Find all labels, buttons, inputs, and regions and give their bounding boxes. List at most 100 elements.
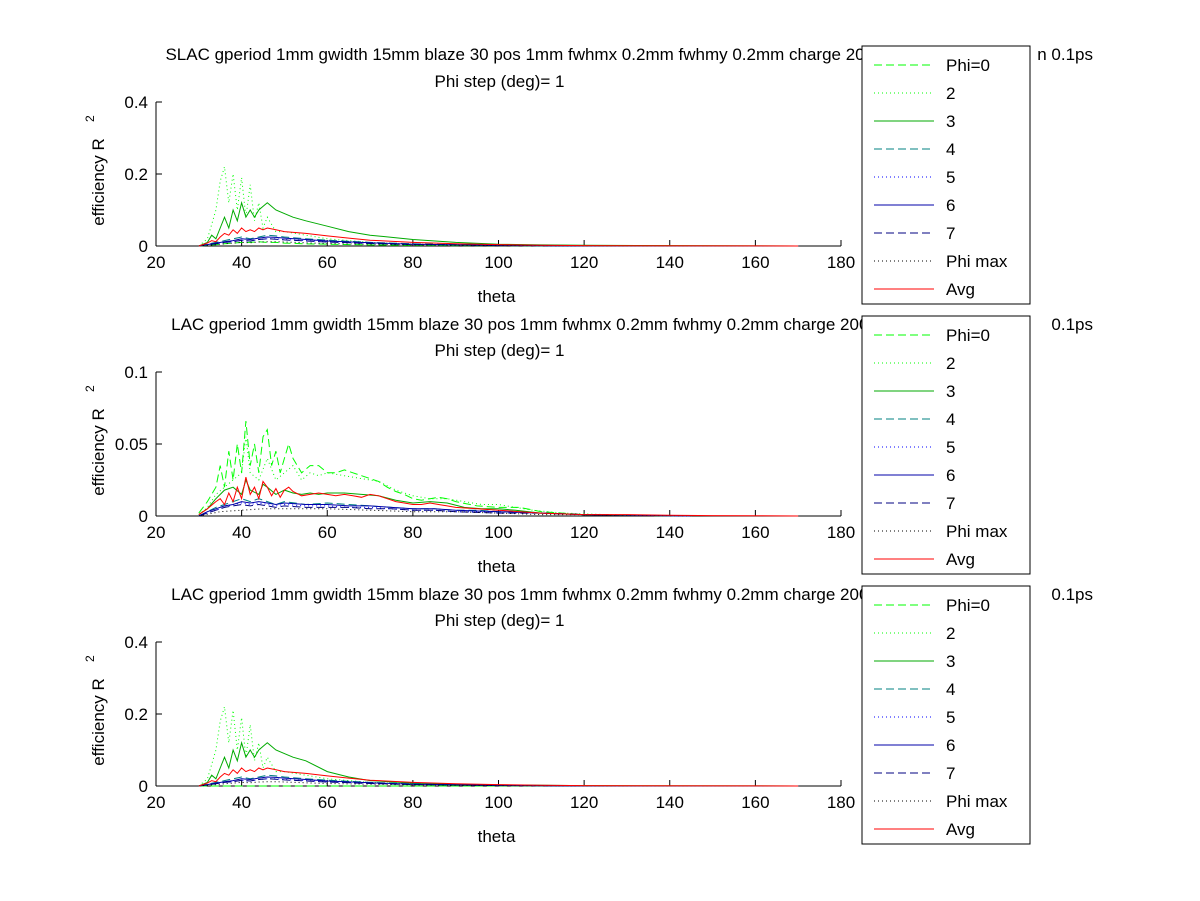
chart-title-suffix: n 0.1ps	[1037, 45, 1093, 64]
series-line-8	[198, 227, 799, 247]
x-tick-label: 160	[741, 793, 769, 812]
chart-title-suffix: 0.1ps	[1051, 585, 1093, 604]
x-tick-label: 180	[827, 793, 855, 812]
legend-entry: Phi=0	[946, 326, 990, 345]
chart-subtitle: Phi step (deg)= 1	[435, 611, 565, 630]
legend-entry: 5	[946, 168, 955, 187]
x-tick-label: 40	[232, 253, 251, 272]
legend-entry: 4	[946, 680, 955, 699]
chart-subtitle: Phi step (deg)= 1	[435, 72, 565, 91]
y-tick-label: 0	[139, 777, 148, 796]
x-tick-label: 180	[827, 523, 855, 542]
legend-entry: 2	[946, 354, 955, 373]
x-tick-label: 80	[403, 253, 422, 272]
y-axis-label-group: efficiency R 2	[83, 115, 108, 226]
chart-title-suffix: 0.1ps	[1051, 315, 1093, 334]
series-line-5	[198, 501, 692, 517]
series-line-8	[198, 767, 799, 787]
legend-entry: 4	[946, 410, 955, 429]
x-tick-label: 100	[484, 253, 512, 272]
legend-entry: Phi max	[946, 252, 1008, 271]
y-tick-label: 0.1	[124, 363, 148, 382]
x-tick-label: 140	[656, 523, 684, 542]
legend-entry: Phi=0	[946, 56, 990, 75]
y-axis-label-group: efficiency R 2	[83, 385, 108, 496]
legend-entry: 5	[946, 438, 955, 457]
x-tick-label: 80	[403, 793, 422, 812]
x-tick-label: 40	[232, 793, 251, 812]
y-axis-label: efficiency R	[89, 678, 108, 766]
series-line-7	[198, 781, 799, 787]
chart-panel-1: 20 40 60 80 100 120 140 160 180 0 0.2 0.4 theta effic…	[83, 45, 1093, 306]
legend-entry: 3	[946, 112, 955, 131]
legend-entry: Avg	[946, 280, 975, 299]
legend-entry: Avg	[946, 820, 975, 839]
legend-entry: 6	[946, 466, 955, 485]
y-tick-label: 0	[139, 237, 148, 256]
legend-entry: 7	[946, 494, 955, 513]
legend-entry: 7	[946, 764, 955, 783]
series-line-8	[198, 476, 799, 517]
y-axis-label: efficiency R	[89, 138, 108, 226]
x-tick-label: 120	[570, 523, 598, 542]
x-tick-label: 140	[656, 253, 684, 272]
legend-entry: 6	[946, 196, 955, 215]
x-tick-label: 160	[741, 523, 769, 542]
chart-subtitle: Phi step (deg)= 1	[435, 341, 565, 360]
legend-entry: 2	[946, 624, 955, 643]
x-tick-label: 120	[570, 253, 598, 272]
y-axis-label-group: efficiency R 2	[83, 655, 108, 766]
legend-entry: 4	[946, 140, 955, 159]
legend-entry: 3	[946, 382, 955, 401]
chart-title: SLAC gperiod 1mm gwidth 15mm blaze 30 po…	[165, 45, 883, 64]
x-tick-label: 60	[318, 523, 337, 542]
x-tick-label: 100	[484, 523, 512, 542]
legend: Phi=0 2 3 4 5 6 7 Phi max Avg	[861, 585, 1031, 845]
y-axis-label-superscript: 2	[83, 655, 97, 662]
x-tick-label: 20	[147, 523, 166, 542]
series-line-2	[198, 740, 799, 787]
y-axis-label-superscript: 2	[83, 115, 97, 122]
x-axis-label: theta	[478, 557, 516, 576]
x-tick-label: 20	[147, 793, 166, 812]
x-tick-label: 40	[232, 523, 251, 542]
y-tick-label: 0.2	[124, 165, 148, 184]
legend-entry: Avg	[946, 550, 975, 569]
y-tick-label: 0.4	[124, 633, 148, 652]
y-tick-label: 0.2	[124, 705, 148, 724]
legend: Phi=0 2 3 4 5 6 7 Phi max Avg	[861, 315, 1031, 575]
x-tick-label: 80	[403, 523, 422, 542]
chart-panel-3: 20 40 60 80 100 120 140 160 180 0 0.2 0.4 theta effic…	[83, 585, 1093, 846]
legend-entry: 2	[946, 84, 955, 103]
legend: Phi=0 2 3 4 5 6 7 Phi max Avg	[861, 45, 1031, 305]
series-line-1	[198, 166, 799, 247]
x-tick-label: 120	[570, 793, 598, 812]
series-line-6	[198, 503, 692, 517]
y-tick-label: 0.4	[124, 93, 148, 112]
chart-title: LAC gperiod 1mm gwidth 15mm blaze 30 pos…	[171, 315, 878, 334]
legend-entry: 3	[946, 652, 955, 671]
chart-panel-2: 20 40 60 80 100 120 140 160 180 0 0.05 0.1 theta effi…	[83, 315, 1093, 576]
series-line-2	[198, 200, 799, 247]
x-tick-label: 100	[484, 793, 512, 812]
y-tick-label: 0	[139, 507, 148, 526]
x-tick-label: 60	[318, 253, 337, 272]
x-axis-label: theta	[478, 287, 516, 306]
y-axis-label: efficiency R	[89, 408, 108, 496]
y-axis-label-superscript: 2	[83, 385, 97, 392]
legend-entry: 5	[946, 708, 955, 727]
legend-entry: Phi max	[946, 522, 1008, 541]
chart-title: LAC gperiod 1mm gwidth 15mm blaze 30 pos…	[171, 585, 878, 604]
x-axis-label: theta	[478, 827, 516, 846]
x-tick-label: 140	[656, 793, 684, 812]
legend-entry: 6	[946, 736, 955, 755]
x-tick-label: 60	[318, 793, 337, 812]
legend-entry: Phi max	[946, 792, 1008, 811]
legend-entry: 7	[946, 224, 955, 243]
x-tick-label: 180	[827, 253, 855, 272]
y-tick-label: 0.05	[115, 435, 148, 454]
x-tick-label: 160	[741, 253, 769, 272]
series-line-7	[198, 241, 799, 247]
x-tick-label: 20	[147, 253, 166, 272]
